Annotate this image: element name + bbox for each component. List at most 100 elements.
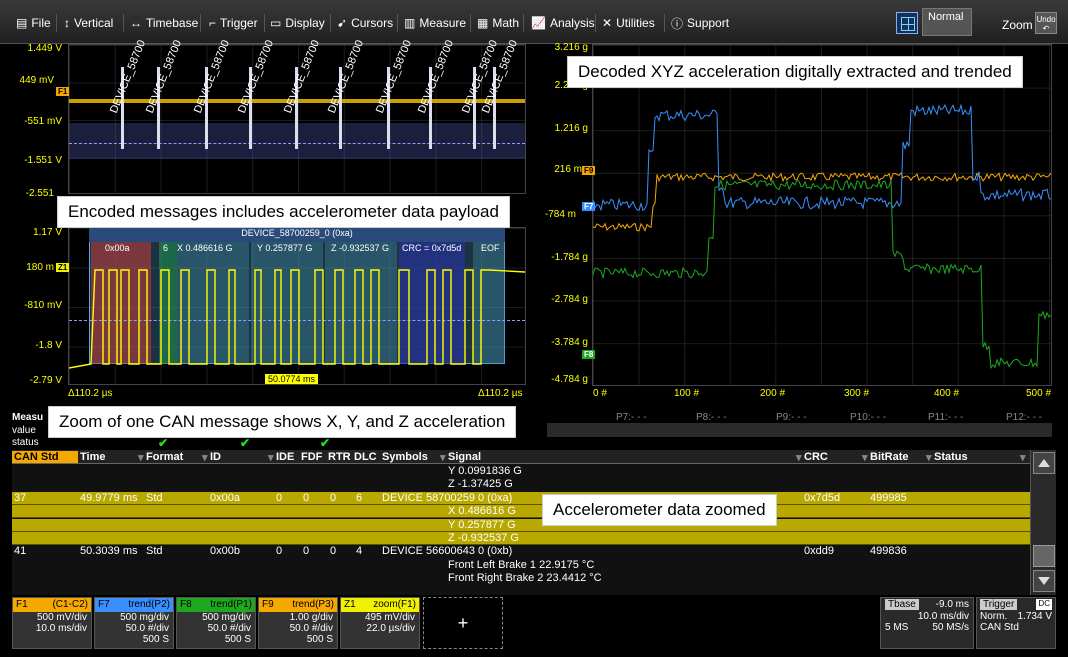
param-slot-p10[interactable]: P10:- - - [850, 412, 887, 423]
timebase-icon: ↔ [130, 16, 142, 30]
menu-measure[interactable]: ▥ Measure [404, 16, 467, 30]
f9-marker[interactable]: F9 [582, 166, 596, 175]
field-crc-label: CRC = 0x7d5d [402, 243, 462, 253]
col-symbols-sort[interactable]: ▾ [440, 452, 446, 464]
param-slot-p8[interactable]: P8:- - - [696, 412, 727, 423]
menu-analysis[interactable]: 📈 Analysis [531, 16, 595, 30]
undo-button[interactable]: Undo ↶ [1035, 12, 1057, 34]
table-row[interactable]: 37 49.9779 ms Std 0x00a 0 0 0 6 DEVICE 58700259 … [12, 491, 1030, 505]
param-slot-p12[interactable]: P12:- - - [1006, 412, 1043, 423]
col-bitrate[interactable]: BitRate [870, 451, 909, 463]
cell-id: 0x00b [210, 545, 240, 558]
menu-support[interactable]: ⓘ Support [671, 16, 730, 31]
timebase-descriptor[interactable]: Tbase -9.0 ms 10.0 ms/div 5 MS 50 MS/s [880, 597, 974, 649]
table-row[interactable]: X 0.486616 G [12, 505, 1030, 519]
trigger-icon: ⌐ [209, 16, 217, 30]
f8-marker[interactable]: F8 [582, 350, 596, 359]
col-ide[interactable]: IDE [276, 451, 295, 463]
trig-row2: Norm. 1.734 V [977, 611, 1055, 622]
zoom-right-delta: Δ110.2 µs [478, 388, 523, 399]
param-slot-p11[interactable]: P11:- - - [928, 412, 964, 423]
spike [339, 67, 342, 149]
col-format[interactable]: Format [146, 451, 184, 463]
menu-trigger[interactable]: ⌐ Trigger [209, 16, 258, 30]
menu-file[interactable]: ▤ File [16, 16, 51, 30]
f7-marker[interactable]: F7 [582, 202, 596, 211]
acquisition-grid[interactable]: DEVICE_58700 DEVICE_58700 DEVICE_58700 DEVI… [68, 38, 526, 194]
descriptor-hscale: 22.0 µs/div [366, 623, 415, 634]
col-signal-sort[interactable]: ▾ [796, 452, 802, 464]
table-row[interactable]: 41 50.3039 ms Std 0x00b 0 0 0 4 DEVICE 56600643 … [12, 545, 1030, 558]
table-scrollbar[interactable] [1030, 450, 1056, 595]
descriptor-f1[interactable]: F1 (C1-C2) 500 mV/div 10.0 ms/div [12, 597, 92, 649]
descriptor-f7[interactable]: F7 trend(P2) 500 mg/div 50.0 #/div 500 S [94, 597, 174, 649]
col-time-sort[interactable]: ▾ [138, 452, 144, 464]
param-slot-p7[interactable]: P7:- - - [616, 412, 647, 423]
menu-divider [523, 14, 524, 32]
col-dlc[interactable]: DLC [354, 451, 377, 463]
col-status-sort[interactable]: ▾ [1020, 452, 1026, 464]
spike [429, 67, 432, 149]
col-symbols[interactable]: Symbols [382, 451, 428, 463]
table-header: CAN Std Time ▾ Format ▾ ID ▾ IDE FDF RTR… [12, 450, 1030, 464]
table-row[interactable]: Z -0.932537 G [12, 532, 1030, 545]
trigger-descriptor[interactable]: Trigger DC Norm. 1.734 V CAN Std [976, 597, 1056, 649]
col-id-sort[interactable]: ▾ [268, 452, 274, 464]
menu-cursors[interactable]: ➹ Cursors [337, 16, 394, 30]
x-label: 400 # [934, 388, 960, 399]
menu-utilities[interactable]: ✕ Utilities [602, 16, 655, 30]
col-crc-sort[interactable]: ▾ [862, 452, 868, 464]
trend-grid[interactable] [592, 44, 1052, 386]
tbase-delay: -9.0 ms [935, 599, 969, 610]
col-can-std[interactable]: CAN Std [12, 451, 78, 463]
cursor-icon: ➹ [337, 16, 348, 30]
cell-symbols: DEVICE 58700259 0 (0xa) [382, 491, 513, 504]
col-format-sort[interactable]: ▾ [202, 452, 208, 464]
table-row[interactable]: Front Left Brake 1 22.9175 °C [12, 559, 1030, 572]
menu-math[interactable]: ▦ Math [477, 16, 520, 30]
descriptor-f8[interactable]: F8 trend(P1) 500 mg/div 50.0 #/div 500 S [176, 597, 256, 649]
descriptor-f9[interactable]: F9 trend(P3) 1.00 g/div 50.0 #/div 500 S [258, 597, 338, 649]
grid-layout-button[interactable] [896, 12, 918, 34]
scroll-down-button[interactable] [1033, 570, 1055, 592]
zoom-label[interactable]: Zoom [1002, 18, 1033, 32]
z1-marker[interactable]: Z1 [56, 263, 70, 272]
f1-marker[interactable]: F1 [56, 87, 70, 96]
utilities-icon: ✕ [602, 16, 613, 30]
cell-rtr: 0 [330, 491, 337, 504]
field-y-label: Y 0.257877 G [257, 243, 313, 253]
y-label: 216 m [554, 164, 582, 175]
col-fdf[interactable]: FDF [301, 451, 323, 463]
trigger-mode-dropdown[interactable]: Normal [922, 8, 972, 36]
col-rtr[interactable]: RTR [328, 451, 351, 463]
add-trace-button[interactable]: + [423, 597, 503, 649]
trig-coupling: DC [1036, 599, 1052, 610]
cell-ide: 0 [276, 545, 283, 558]
descriptor-source: trend(P2) [128, 599, 170, 610]
scroll-thumb[interactable] [1033, 545, 1055, 567]
menu-timebase[interactable]: ↔ Timebase [130, 16, 199, 30]
descriptor-z1[interactable]: Z1 zoom(F1) 495 mV/div 22.0 µs/div [340, 597, 420, 649]
table-row[interactable]: Front Right Brake 2 23.4412 °C [12, 572, 1030, 585]
col-signal[interactable]: Signal [448, 451, 482, 463]
zoom-grid[interactable]: DEVICE_58700259_0 (0xa) 0x00a 6 X 0.4866… [68, 227, 526, 385]
zoom-midpoint-marker[interactable]: 50.0774 ms [265, 374, 319, 384]
descriptor-source: trend(P1) [210, 599, 252, 610]
col-bitrate-sort[interactable]: ▾ [926, 452, 932, 464]
menu-vertical[interactable]: ↕ Vertical [64, 16, 114, 30]
col-time[interactable]: Time [80, 451, 106, 463]
menu-divider [664, 14, 665, 32]
descriptor-title: F8 trend(P1) [177, 598, 255, 612]
spike [157, 67, 160, 149]
table-row[interactable]: Y 0.257877 G [12, 518, 1030, 532]
table-row[interactable]: Y 0.0991836 G [12, 465, 1030, 478]
table-row[interactable]: Z -1.37425 G [12, 478, 1030, 491]
col-id[interactable]: ID [210, 451, 221, 463]
col-status[interactable]: Status [934, 451, 968, 463]
cell-time: 49.9779 ms [80, 491, 138, 504]
menu-display[interactable]: ▭ Display [270, 16, 325, 30]
col-crc[interactable]: CRC [804, 451, 828, 463]
scroll-up-button[interactable] [1033, 452, 1055, 474]
spike [387, 67, 390, 149]
param-slot-p9[interactable]: P9:- - - [776, 412, 807, 423]
